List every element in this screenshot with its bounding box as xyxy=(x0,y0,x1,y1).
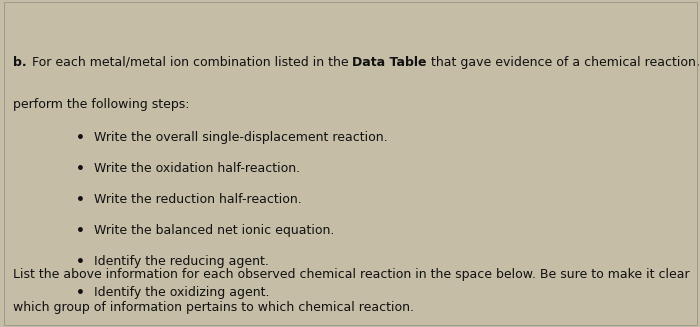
Text: b.: b. xyxy=(13,56,26,69)
Text: •: • xyxy=(76,255,85,269)
Text: Write the oxidation half-reaction.: Write the oxidation half-reaction. xyxy=(94,162,300,175)
Text: which group of information pertains to which chemical reaction.: which group of information pertains to w… xyxy=(13,301,414,314)
Text: Write the reduction half-reaction.: Write the reduction half-reaction. xyxy=(94,193,302,206)
Text: perform the following steps:: perform the following steps: xyxy=(13,98,189,111)
Text: •: • xyxy=(76,162,85,176)
Text: •: • xyxy=(76,224,85,238)
Text: •: • xyxy=(76,286,85,300)
Text: •: • xyxy=(76,131,85,145)
Text: Identify the reducing agent.: Identify the reducing agent. xyxy=(94,255,270,268)
Text: For each metal/metal ion combination listed in the: For each metal/metal ion combination lis… xyxy=(32,56,352,69)
Text: List the above information for each observed chemical reaction in the space belo: List the above information for each obse… xyxy=(13,268,690,281)
Text: that gave evidence of a chemical reaction,: that gave evidence of a chemical reactio… xyxy=(427,56,700,69)
Text: •: • xyxy=(76,193,85,207)
Text: Data Table: Data Table xyxy=(352,56,427,69)
Text: Write the overall single-displacement reaction.: Write the overall single-displacement re… xyxy=(94,131,388,144)
Text: Identify the oxidizing agent.: Identify the oxidizing agent. xyxy=(94,286,270,299)
Text: Write the balanced net ionic equation.: Write the balanced net ionic equation. xyxy=(94,224,335,237)
